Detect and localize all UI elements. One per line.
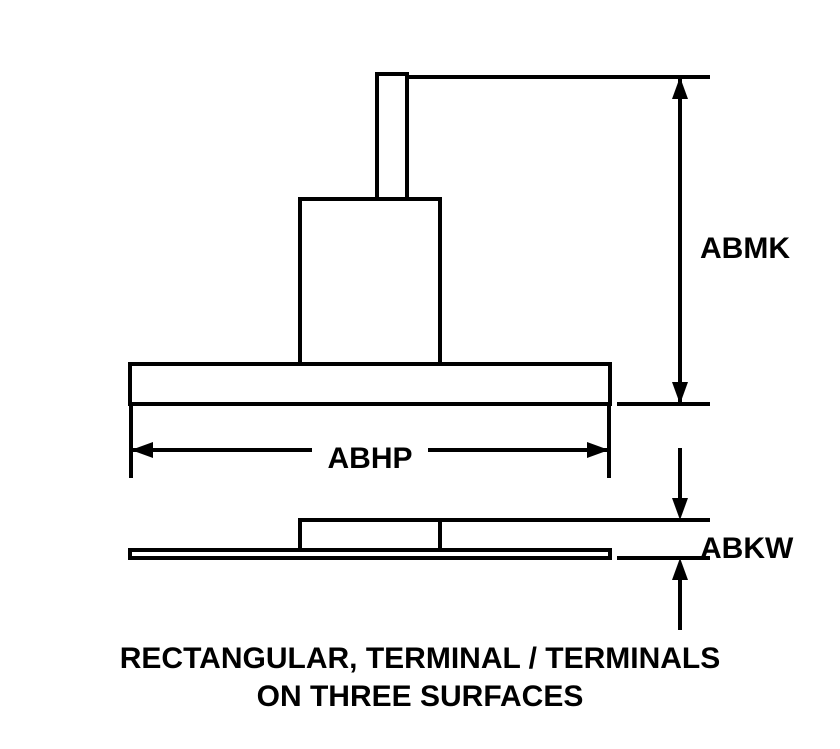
diagram-container: ABMK ABHP ABKW RECTANGULAR, TERMINAL / TER…: [0, 0, 840, 749]
caption-line-2: ON THREE SURFACES: [257, 680, 584, 713]
abkw-arrow-bot: [672, 558, 688, 580]
technical-drawing: ABMK ABHP ABKW: [0, 0, 840, 749]
abmk-arrow-bot: [672, 382, 688, 404]
abhp-arrow-right: [587, 442, 609, 458]
flange-top: [130, 364, 610, 404]
caption: RECTANGULAR, TERMINAL / TERMINALS ON THR…: [0, 640, 840, 715]
caption-line-1: RECTANGULAR, TERMINAL / TERMINALS: [120, 642, 721, 675]
abmk-label: ABMK: [700, 232, 790, 265]
abkw-label: ABKW: [700, 532, 794, 565]
body-bottom: [300, 520, 440, 550]
abkw-arrow-top: [672, 498, 688, 520]
body-top: [300, 199, 440, 364]
abmk-arrow-top: [672, 77, 688, 99]
abhp-label: ABHP: [327, 442, 412, 475]
abhp-arrow-left: [131, 442, 153, 458]
pin-top: [377, 74, 407, 199]
